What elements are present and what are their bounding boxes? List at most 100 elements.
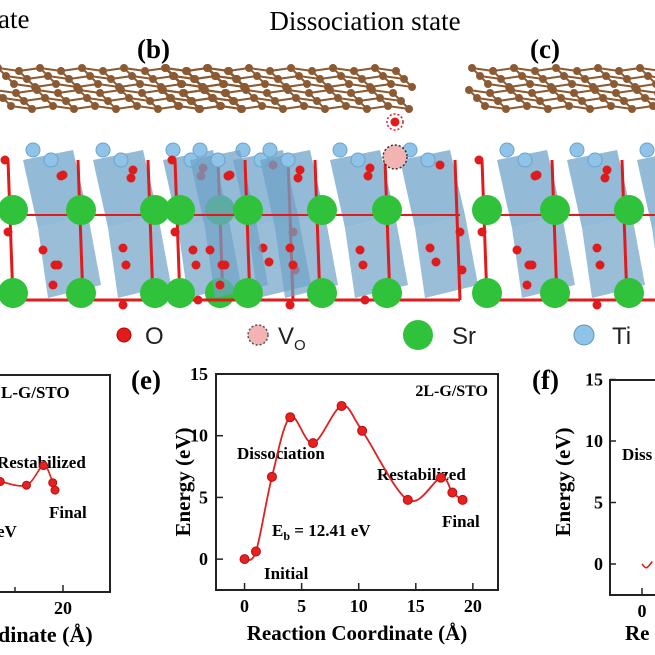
- oxygen-atom: [191, 260, 201, 270]
- data-point: [39, 461, 49, 471]
- carbon-atom: [250, 94, 258, 102]
- carbon-atom: [623, 75, 631, 83]
- carbon-atom: [489, 67, 497, 75]
- carbon-atom: [146, 97, 154, 105]
- carbon-atom: [565, 102, 573, 110]
- data-point: [435, 472, 446, 483]
- carbon-atom: [389, 89, 397, 97]
- data-point: [239, 554, 250, 565]
- carbon-atom: [200, 86, 208, 94]
- carbon-atom: [94, 80, 102, 88]
- oxygen-atom: [592, 243, 602, 253]
- carbon-atom: [539, 75, 547, 83]
- data-point: [266, 471, 277, 482]
- titanium-atom: [262, 142, 278, 158]
- tio6-octahedron: [345, 215, 408, 298]
- carbon-atom: [652, 80, 655, 88]
- carbon-atom: [497, 75, 505, 83]
- carbon-atom: [342, 102, 350, 110]
- x-tick-label: 10: [350, 596, 368, 616]
- panel-f-energy-curve: [641, 560, 653, 569]
- data-point: [308, 438, 319, 449]
- carbon-atom: [308, 67, 316, 75]
- titanium-atom: [420, 152, 436, 168]
- carbon-atom: [0, 94, 7, 102]
- carbon-atom: [36, 64, 44, 72]
- sr-o-bond: [550, 159, 559, 301]
- y-tick-label: 5: [199, 487, 208, 507]
- strontium-atom: [614, 195, 644, 225]
- oxygen-atom: [48, 280, 58, 290]
- oxygen-atom: [592, 300, 602, 310]
- oxygen-atom: [355, 245, 365, 255]
- y-tick-label: 10: [585, 431, 603, 451]
- strontium-atom: [472, 195, 502, 225]
- carbon-atom: [526, 80, 534, 88]
- carbon-atom: [174, 102, 182, 110]
- panel-e-y-axis-label: Energy (eV): [171, 427, 195, 536]
- vacancy-legend-marker: [247, 324, 269, 346]
- titanium-atom: [165, 142, 181, 158]
- y-tick-label: 0: [594, 554, 603, 574]
- carbon-atom: [149, 75, 157, 83]
- sr-o-bond: [146, 159, 155, 301]
- data-point: [357, 425, 368, 436]
- carbon-atom: [644, 72, 652, 80]
- carbon-atom: [245, 64, 253, 72]
- carbon-atom: [133, 102, 141, 110]
- carbon-atom: [258, 102, 266, 110]
- carbon-atom: [138, 89, 146, 97]
- carbon-atom: [502, 105, 510, 113]
- strontium-atom: [165, 195, 195, 225]
- titanium-atom: [43, 152, 59, 168]
- tio6-octahedron: [415, 215, 478, 298]
- carbon-atom: [610, 80, 618, 88]
- carbon-atom: [628, 105, 636, 113]
- data-point: [21, 480, 31, 490]
- carbon-atom: [52, 80, 60, 88]
- strontium-atom: [540, 278, 570, 308]
- titanium-atom: [280, 152, 296, 168]
- carbon-atom: [271, 97, 279, 105]
- tio6-octahedron: [205, 215, 268, 298]
- x-tick-label: 0: [638, 601, 647, 621]
- carbon-atom: [334, 94, 342, 102]
- oxygen-atom: [285, 243, 295, 253]
- carbon-atom: [523, 102, 531, 110]
- tio6-octahedron: [582, 215, 645, 298]
- carbon-atom: [295, 72, 303, 80]
- carbon-atom: [581, 75, 589, 83]
- strontium-atom: [233, 278, 263, 308]
- panel-f-chart: (f) 0 5 10 15 0 Energy (eV) Diss Re: [532, 365, 655, 645]
- sr-o-bond: [313, 159, 322, 301]
- carbon-atom: [316, 75, 324, 83]
- carbon-atom: [20, 97, 28, 105]
- strontium-atom: [372, 278, 402, 308]
- carbon-atom: [408, 83, 416, 91]
- carbon-atom: [99, 67, 107, 75]
- carbon-atom: [594, 64, 602, 72]
- legend-label-ti: Ti: [612, 323, 631, 350]
- carbon-atom: [468, 64, 476, 72]
- sr-o-bond: [243, 159, 252, 301]
- strontium-atom: [0, 278, 28, 308]
- data-point: [250, 546, 261, 557]
- carbon-atom: [75, 86, 83, 94]
- panel-e-plot-frame: [215, 373, 499, 591]
- sr-o-bond: [76, 159, 85, 301]
- carbon-atom: [33, 86, 41, 94]
- carbon-atom: [161, 64, 169, 72]
- carbon-atom: [486, 89, 494, 97]
- carbon-atom: [104, 97, 112, 105]
- oxygen-atom: [0, 155, 10, 165]
- carbon-atom: [303, 80, 311, 88]
- panel-f-plot-frame: [609, 379, 655, 596]
- panel-c-label: (c): [530, 34, 560, 64]
- strontium-atom: [307, 195, 337, 225]
- titanium-atom: [350, 152, 366, 168]
- strontium-atom: [307, 278, 337, 308]
- titanium-atom: [95, 142, 111, 158]
- oxygen-atom: [56, 171, 66, 181]
- carbon-atom: [313, 97, 321, 105]
